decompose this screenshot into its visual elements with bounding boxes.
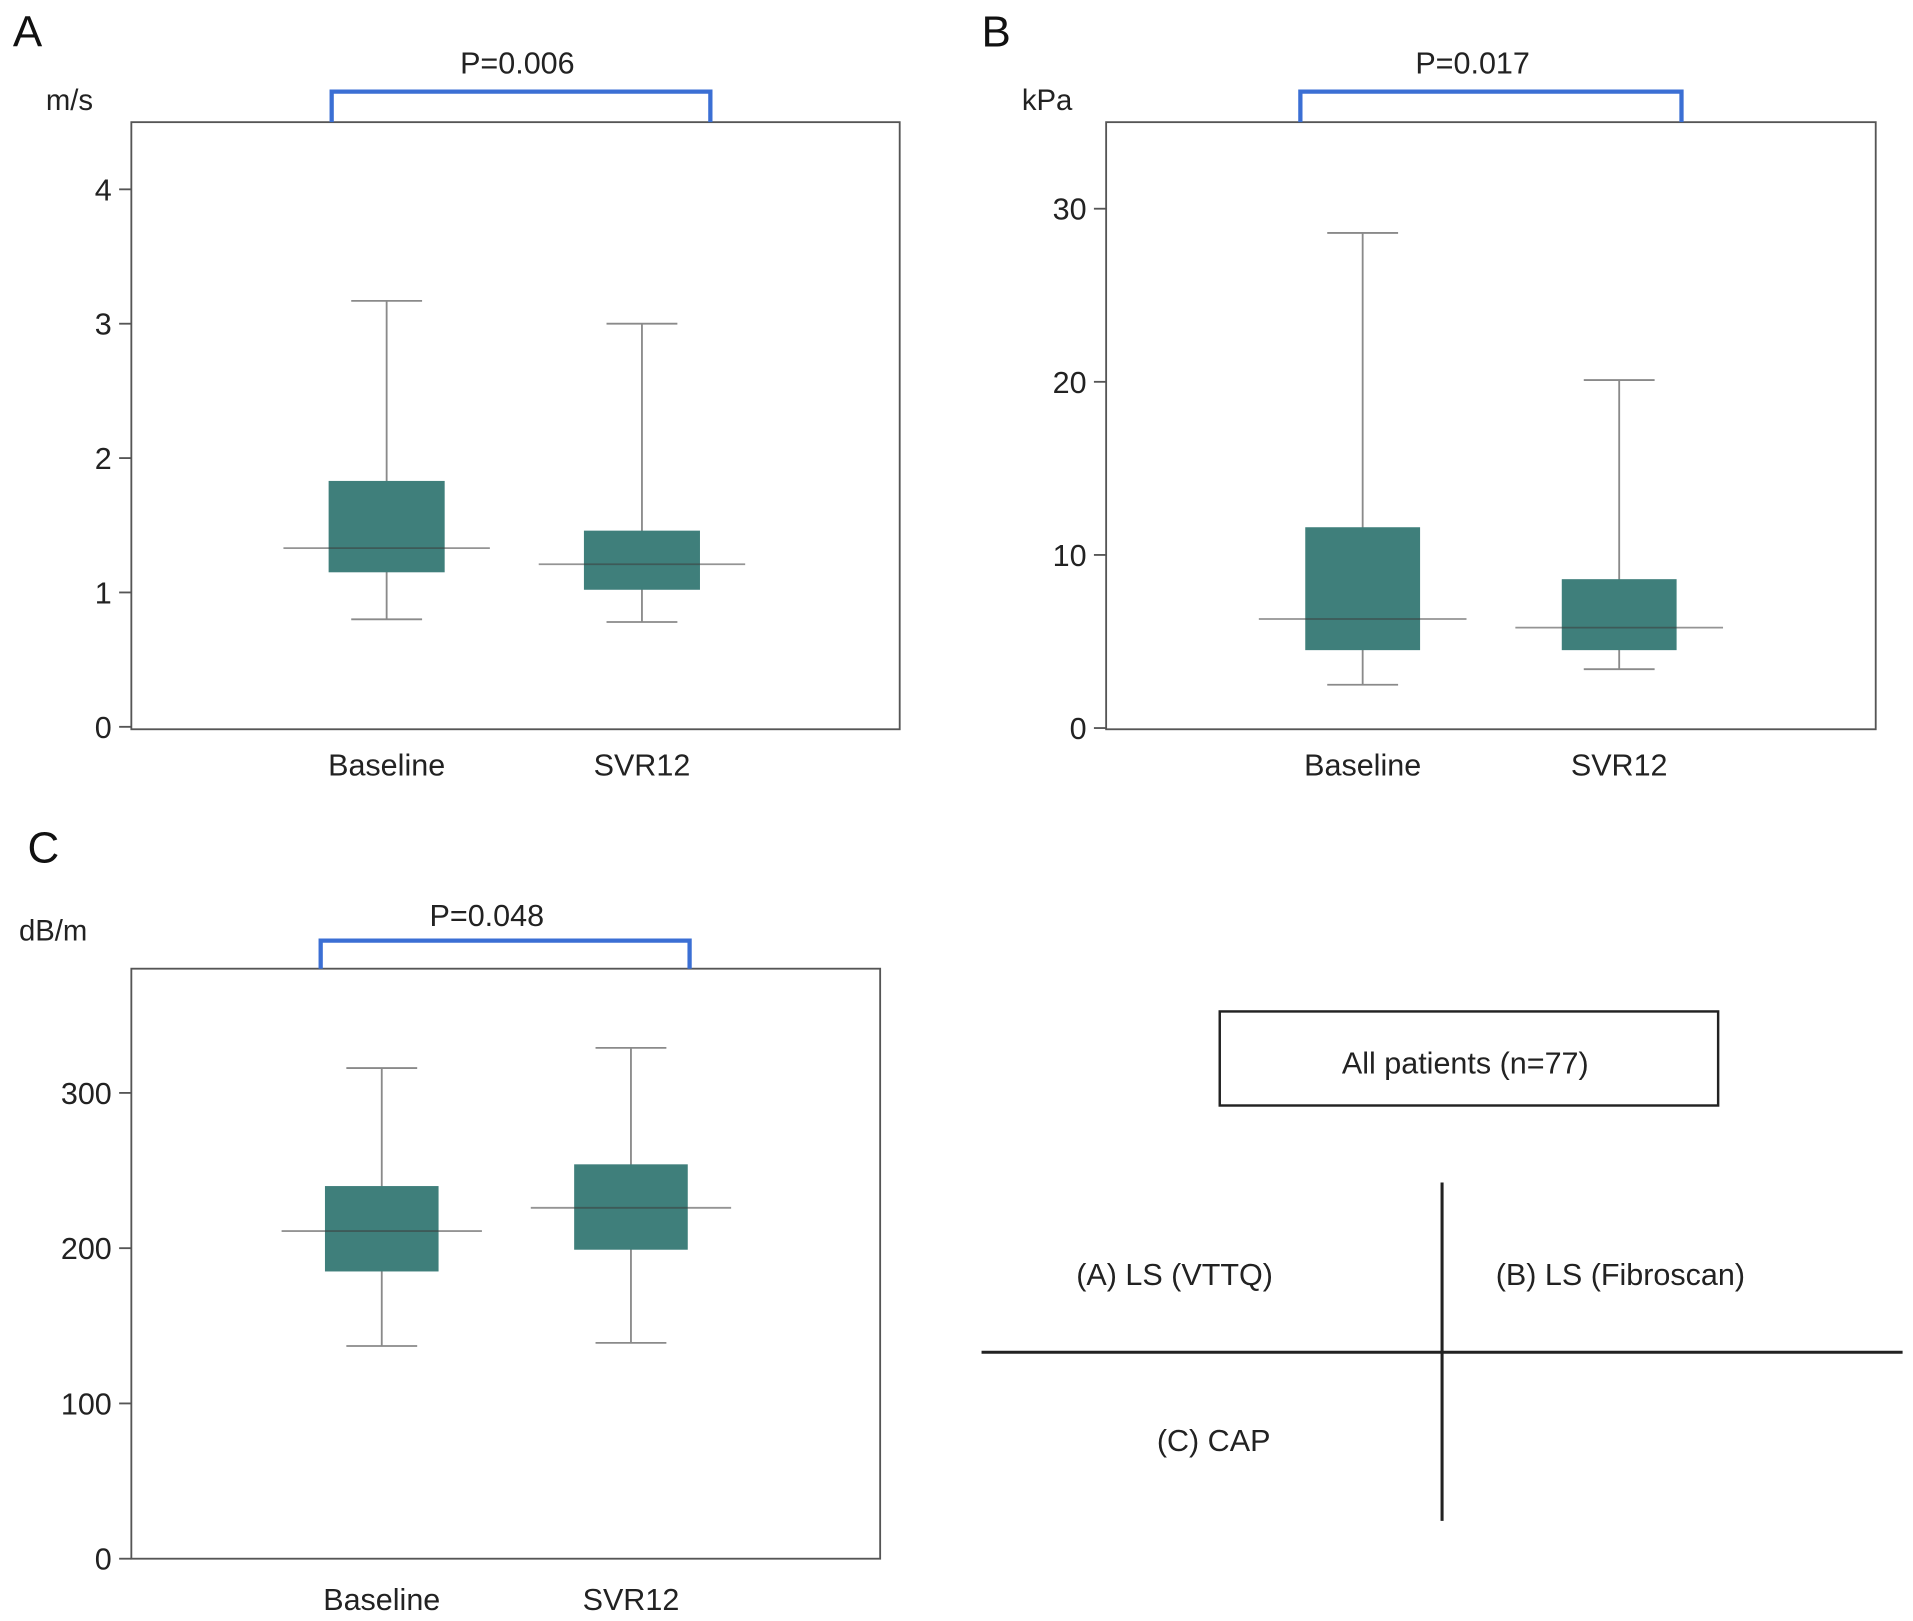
y-tick-label: 3 [95,308,112,342]
x-category-label: SVR12 [1571,749,1668,783]
iqr-box [328,480,445,573]
x-category-label: SVR12 [594,749,691,783]
x-category-label: Baseline [328,749,445,783]
y-tick-label: 0 [1070,712,1087,746]
y-tick-label: 0 [95,711,112,745]
legend-label-b: (B) LS (Fibroscan) [1496,1258,1745,1292]
y-tick-label: 0 [95,1543,112,1577]
significance-bracket [329,89,713,123]
iqr-box [1305,527,1421,651]
x-category-label: Baseline [323,1583,440,1617]
y-axis-label: kPa [1022,84,1073,117]
iqr-box [1561,579,1677,651]
y-axis-label: m/s [46,84,93,117]
y-tick-label: 300 [61,1077,112,1111]
significance-bracket [1298,89,1684,123]
p-value-label: P=0.048 [430,899,545,933]
iqr-box [324,1186,439,1272]
y-tick-label: 30 [1053,193,1087,227]
plot-frame [130,967,882,1560]
plot-frame [130,121,901,731]
panel-c: CdB/m 0 100 200 300 P=0.048 Baseline SVR12 [19,823,882,1617]
box-baseline: Baseline [1258,232,1467,783]
box-baseline: Baseline [283,299,490,783]
y-tick-label: 100 [61,1387,112,1421]
y-tick-label: 1 [95,576,112,610]
legend: All patients (n=77) (A) LS (VTTQ) (B) LS… [981,1010,1903,1521]
panel-letter: B [982,7,1011,56]
y-tick-label: 4 [95,173,112,207]
panel-letter: C [28,823,60,872]
iqr-box [583,530,700,590]
box-svr12: SVR12 [538,322,746,783]
p-value-label: P=0.017 [1415,46,1530,80]
legend-label-c: (C) CAP [1157,1424,1271,1458]
y-tick-label: 2 [95,442,112,476]
box-svr12: SVR12 [1515,379,1724,783]
significance-bracket [318,938,692,969]
legend-label-a: (A) LS (VTTQ) [1076,1258,1273,1292]
legend-box [1218,1010,1720,1107]
box-baseline: Baseline [281,1067,482,1617]
y-tick-label: 10 [1053,539,1087,573]
legend-title: All patients (n=77) [1342,1047,1589,1081]
plot-frame [1105,121,1877,731]
y-tick-label: 200 [61,1232,112,1266]
p-value-label: P=0.006 [460,46,575,80]
y-axis-label: dB/m [19,915,87,948]
box-svr12: SVR12 [530,1046,732,1617]
panel-letter: A [13,7,43,56]
x-category-label: Baseline [1304,749,1421,783]
x-category-label: SVR12 [583,1583,680,1617]
panel-a: Am/s 0 1 2 3 4 P=0.006 Baseline SVR12 [13,7,901,783]
y-tick-label: 20 [1053,366,1087,400]
